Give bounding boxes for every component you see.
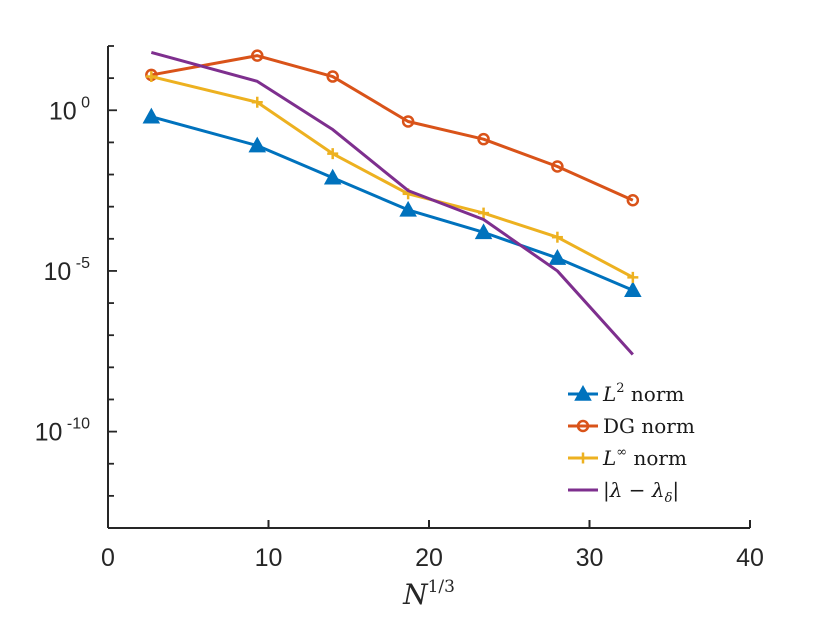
legend-item-1: DG norm xyxy=(568,414,695,438)
series-2 xyxy=(145,71,639,283)
legend-label-main: DG norm xyxy=(603,414,695,438)
data-point-1-4 xyxy=(477,132,490,146)
data-point-2-2 xyxy=(327,148,339,160)
data-point-1-2 xyxy=(326,70,339,83)
legend-label-2: L∞ norm xyxy=(602,445,687,470)
data-point-2-1 xyxy=(251,96,263,108)
series-0 xyxy=(142,107,642,297)
data-point-2-0 xyxy=(145,71,157,83)
data-point-1-5 xyxy=(551,160,564,173)
series-line-3 xyxy=(150,50,634,356)
data-point-1-6 xyxy=(626,193,640,207)
data-point-0-1 xyxy=(248,136,267,153)
legend-label-main: L xyxy=(602,446,616,470)
y-tick-exponent: -5 xyxy=(71,255,90,272)
y-tick-exponent: -10 xyxy=(62,416,90,433)
data-point-0-3 xyxy=(399,200,417,217)
legend-marker-1 xyxy=(576,419,590,433)
y-tick-base: 10 xyxy=(35,419,63,447)
legend-marker-2 xyxy=(577,452,589,464)
x-tick-label: 40 xyxy=(736,544,764,572)
data-point-0-2 xyxy=(323,168,342,185)
legend-label-1: DG norm xyxy=(603,414,695,438)
plot-series xyxy=(142,49,642,356)
legend-label-3: |λ − λδ| xyxy=(603,478,679,506)
series-line-1 xyxy=(151,54,634,202)
legend-label-post: norm xyxy=(625,382,685,406)
y-tick-label: 10 -10 xyxy=(35,416,90,447)
legend-label-post: | xyxy=(672,478,679,503)
y-tick-label: 10 0 xyxy=(49,94,90,125)
y-tick-base: 10 xyxy=(49,97,77,125)
data-point-2-5 xyxy=(551,231,563,243)
data-point-0-5 xyxy=(548,249,567,265)
legend-label-main: L xyxy=(602,382,616,406)
legend-label-sub: δ xyxy=(665,491,673,506)
data-point-0-4 xyxy=(474,223,493,240)
y-tick-label: 10 -5 xyxy=(44,255,91,286)
data-point-2-4 xyxy=(478,207,490,219)
legend-label-main: |λ − λ xyxy=(603,478,665,503)
data-point-0-0 xyxy=(142,107,161,124)
legend-label-sup: 2 xyxy=(616,381,624,396)
y-tick-exponent: 0 xyxy=(77,94,90,111)
series-3 xyxy=(150,50,634,356)
legend-label-sup: ∞ xyxy=(616,445,627,460)
x-axis-label-base: N xyxy=(402,578,429,611)
legend-item-2: L∞ norm xyxy=(568,445,687,470)
y-tick-base: 10 xyxy=(44,258,72,286)
x-tick-label: 30 xyxy=(576,544,604,572)
data-point-1-3 xyxy=(401,115,415,128)
x-axis-label-exponent: 1/3 xyxy=(428,577,455,597)
data-point-2-6 xyxy=(627,271,639,283)
x-tick-label: 20 xyxy=(415,544,443,572)
x-tick-label: 10 xyxy=(255,544,283,572)
legend-item-0: L2 norm xyxy=(568,381,684,406)
legend-item-3: |λ − λδ| xyxy=(568,478,679,506)
legend-label-post: norm xyxy=(627,446,687,470)
x-tick-label: 0 xyxy=(101,544,115,572)
series-1 xyxy=(145,49,640,207)
x-axis-label: N1/3 xyxy=(402,577,455,611)
data-point-1-1 xyxy=(251,49,264,62)
legend-marker-0 xyxy=(574,384,592,401)
legend-label-0: L2 norm xyxy=(602,381,684,406)
data-point-0-6 xyxy=(624,281,642,297)
